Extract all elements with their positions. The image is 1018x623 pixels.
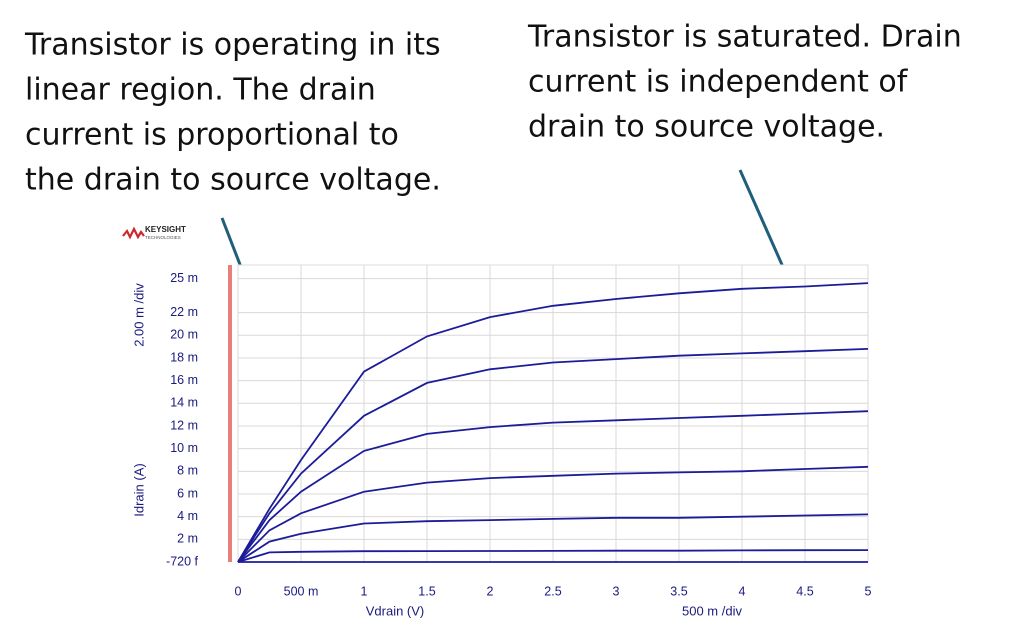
x-scale-label: 500 m /div xyxy=(682,603,742,618)
annotation: linear region. The drain xyxy=(25,73,376,108)
y-tick-label: 25 m xyxy=(170,271,198,285)
y-tick-label: 16 m xyxy=(170,373,198,387)
x-tick-label: 2.5 xyxy=(544,584,561,598)
annotation: the drain to source voltage. xyxy=(25,163,441,198)
y-axis-label: Idrain (A) xyxy=(131,463,146,516)
y-tick-label: 22 m xyxy=(170,305,198,319)
annotation: Transistor is operating in its xyxy=(24,28,441,63)
annotation: drain to source voltage. xyxy=(528,110,885,145)
x-tick-label: 0 xyxy=(235,584,242,598)
annotation: Transistor is saturated. Drain xyxy=(527,20,962,55)
x-tick-label: 3 xyxy=(613,584,620,598)
curve xyxy=(237,348,869,563)
curve xyxy=(237,282,869,563)
annotation: current is independent of xyxy=(528,65,909,100)
x-tick-label: 3.5 xyxy=(670,584,687,598)
curve xyxy=(237,465,869,563)
y-tick-label: 10 m xyxy=(170,441,198,455)
y-tick-label: 6 m xyxy=(177,486,198,500)
y-tick-label: 12 m xyxy=(170,418,198,432)
arrow-line xyxy=(738,169,789,277)
curve xyxy=(237,410,869,563)
curve xyxy=(237,513,869,563)
y-scale-label: 2.00 m /div xyxy=(131,283,146,347)
y-tick-label: 2 m xyxy=(177,532,198,546)
x-tick-label: 1 xyxy=(361,584,368,598)
x-tick-label: 5 xyxy=(865,584,872,598)
y-tick-label: -720 f xyxy=(166,554,198,568)
x-tick-label: 4 xyxy=(739,584,746,598)
y-tick-label: 8 m xyxy=(177,464,198,478)
logo-icon xyxy=(122,226,145,240)
logo-subtext: TECHNOLOGIES xyxy=(145,235,181,240)
x-tick-label: 500 m xyxy=(284,584,319,598)
y-tick-label: 20 m xyxy=(170,328,198,342)
y-tick-label: 4 m xyxy=(177,509,198,523)
x-tick-label: 1.5 xyxy=(418,584,435,598)
annotation: current is proportional to xyxy=(25,118,399,153)
logo: KEYSIGHT TECHNOLOGIES xyxy=(122,225,186,240)
y-tick-label: 14 m xyxy=(170,396,198,410)
x-tick-label: 4.5 xyxy=(796,584,813,598)
curve xyxy=(237,549,869,563)
x-axis-label: Vdrain (V) xyxy=(366,603,425,618)
y-tick-label: 18 m xyxy=(170,350,198,364)
marker-bar xyxy=(228,265,232,562)
logo-text: KEYSIGHT xyxy=(145,225,186,234)
x-tick-label: 2 xyxy=(487,584,494,598)
